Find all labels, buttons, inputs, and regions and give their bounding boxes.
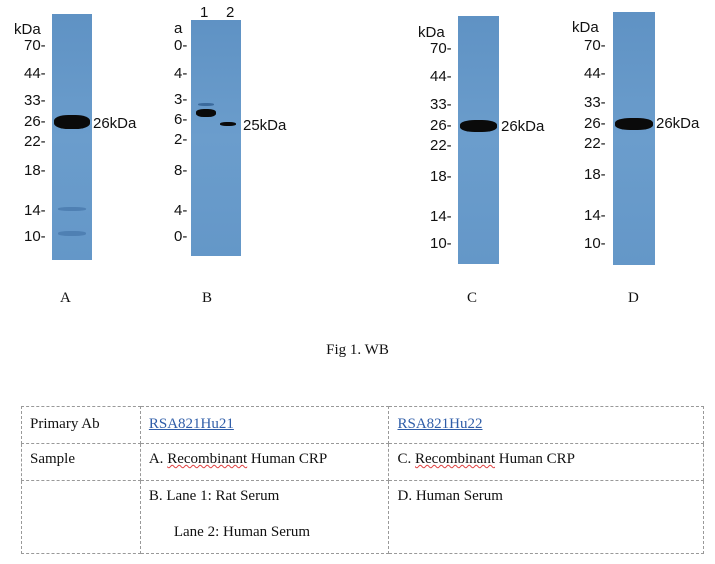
band-label-c: 26kDa	[501, 118, 545, 135]
empty-cell	[21, 480, 141, 554]
marker-a-10: 10-	[24, 228, 46, 245]
sample-c-word: Recombinant	[415, 451, 495, 467]
sample-d-cell: D. Human Serum	[388, 480, 704, 554]
primary-ab-label: Primary Ab	[21, 406, 141, 444]
panel-letter-b: B	[202, 290, 213, 306]
marker-b-6: 8-	[174, 162, 188, 179]
marker-a-14: 14-	[24, 202, 46, 219]
marker-b-7: 4-	[174, 202, 188, 219]
faint-band-a-1	[58, 207, 86, 211]
blot-c	[458, 16, 499, 264]
panel-letter-d: D	[628, 290, 639, 306]
marker-d-33: 33-	[584, 94, 606, 111]
marker-c-26: 26-	[430, 117, 452, 134]
marker-a-70: 70-	[24, 37, 46, 54]
marker-c-14: 14-	[430, 208, 452, 225]
marker-b-8: 0-	[174, 228, 188, 245]
lane-label-2: 2	[226, 4, 235, 21]
marker-c-44: 44-	[430, 68, 452, 85]
marker-c-22: 22-	[430, 137, 452, 154]
marker-a-33: 33-	[24, 92, 46, 109]
band-b-lane1-upper	[198, 103, 214, 106]
marker-d-70: 70-	[584, 37, 606, 54]
marker-c-33: 33-	[430, 96, 452, 113]
marker-a-18: 18-	[24, 162, 46, 179]
kda-label-c: kDa	[418, 24, 445, 41]
panel-letter-c: C	[467, 290, 478, 306]
antibody-table: Primary Ab RSA821Hu21 RSA821Hu22 Sample …	[21, 406, 704, 554]
marker-d-18: 18-	[584, 166, 606, 183]
panel-letter-a: A	[60, 290, 71, 306]
primary-ab-cell-1: RSA821Hu21	[139, 406, 390, 444]
marker-b-2: 4-	[174, 65, 188, 82]
sample-a-rest: Human CRP	[247, 451, 328, 467]
blot-b	[191, 20, 241, 256]
marker-d-26: 26-	[584, 115, 606, 132]
kda-label-d: kDa	[572, 19, 599, 36]
sample-cell-2: C. Recombinant Human CRP	[388, 443, 704, 481]
sample-c-rest: Human CRP	[494, 451, 575, 467]
marker-a-22: 22-	[24, 133, 46, 150]
blot-a	[52, 14, 92, 260]
table-row: B. Lane 1: Rat Serum Lane 2: Human Serum…	[21, 480, 704, 554]
sample-b-cell: B. Lane 1: Rat Serum Lane 2: Human Serum	[139, 480, 390, 554]
sample-a-word: Recombinant	[167, 451, 248, 467]
table-row: Sample A. Recombinant Human CRP C. Recom…	[21, 443, 704, 481]
marker-c-70: 70-	[430, 40, 452, 57]
sample-b-line1: B. Lane 1: Rat Serum	[148, 488, 280, 504]
marker-d-14: 14-	[584, 207, 606, 224]
blot-d	[613, 12, 655, 265]
table-row: Primary Ab RSA821Hu21 RSA821Hu22	[21, 406, 704, 444]
marker-b-5: 2-	[174, 131, 188, 148]
marker-c-18: 18-	[430, 168, 452, 185]
marker-b-3: 3-	[174, 91, 188, 108]
sample-c-prefix: C.	[397, 451, 415, 467]
marker-a-26: 26-	[24, 113, 46, 130]
band-label-b: 25kDa	[243, 117, 287, 134]
band-b-lane2	[220, 122, 236, 126]
marker-b-4: 6-	[174, 111, 188, 128]
sample-cell-1: A. Recombinant Human CRP	[139, 443, 390, 481]
band-b-lane1	[196, 109, 216, 117]
link-rsa821hu22[interactable]: RSA821Hu22	[397, 416, 483, 432]
sample-label: Sample	[21, 443, 141, 481]
kda-label-b: a	[174, 20, 183, 37]
sample-b-line2: Lane 2: Human Serum	[173, 524, 311, 540]
figure-caption: Fig 1. WB	[326, 342, 389, 358]
band-c	[460, 120, 497, 132]
marker-d-22: 22-	[584, 135, 606, 152]
kda-label-a: kDa	[14, 21, 41, 38]
marker-b-1: 0-	[174, 37, 188, 54]
primary-ab-cell-2: RSA821Hu22	[388, 406, 704, 444]
band-a	[54, 115, 90, 129]
band-d	[615, 118, 653, 130]
lane-label-1: 1	[200, 4, 209, 21]
band-label-a: 26kDa	[93, 115, 137, 132]
marker-c-10: 10-	[430, 235, 452, 252]
marker-d-44: 44-	[584, 65, 606, 82]
faint-band-a-2	[58, 231, 86, 236]
link-rsa821hu21[interactable]: RSA821Hu21	[148, 416, 234, 432]
marker-a-44: 44-	[24, 65, 46, 82]
band-label-d: 26kDa	[656, 115, 700, 132]
marker-d-10: 10-	[584, 235, 606, 252]
sample-a-prefix: A.	[148, 451, 168, 467]
